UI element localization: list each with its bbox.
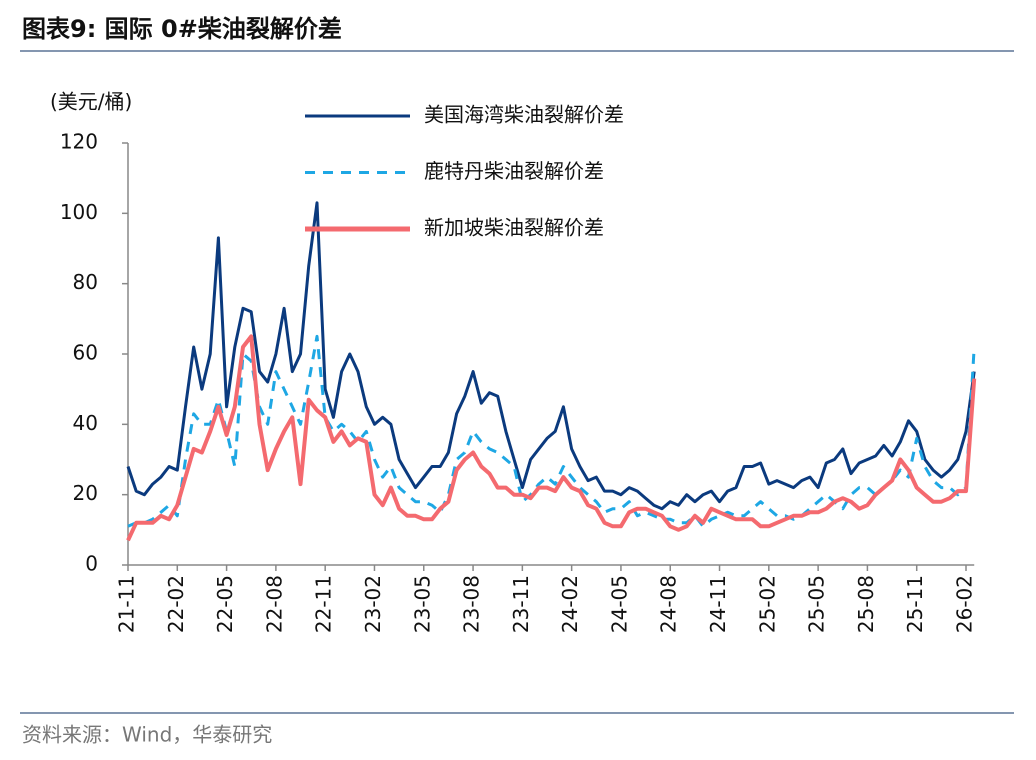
page-title: 图表9: 国际 0#柴油裂解价差	[22, 15, 342, 43]
legend-label: 新加坡柴油裂解价差	[424, 216, 604, 240]
x-tick-label: 25-08	[854, 575, 878, 633]
x-tick-label: 24-02	[558, 575, 582, 633]
y-tick-label: 120	[60, 130, 98, 154]
y-tick-label: 80	[73, 270, 98, 294]
y-tick-label: 60	[73, 341, 98, 365]
x-tick-label: 22-08	[262, 575, 286, 633]
x-tick-label: 23-05	[410, 575, 434, 633]
y-axis-label: (美元/桶)	[50, 90, 132, 114]
legend-label: 鹿特丹柴油裂解价差	[424, 159, 604, 183]
x-tick-label: 21-11	[115, 575, 139, 633]
x-tick-label: 22-05	[213, 575, 237, 633]
y-tick-label: 100	[60, 200, 98, 224]
series-line	[126, 201, 976, 511]
legend-label: 美国海湾柴油裂解价差	[424, 103, 624, 127]
y-tick-label: 0	[85, 552, 98, 576]
x-tick-label: 23-02	[361, 575, 385, 633]
y-tick-label: 40	[73, 411, 98, 435]
x-tick-label: 24-11	[706, 575, 730, 633]
x-tick-label: 25-05	[805, 575, 829, 633]
x-tick-label: 24-05	[607, 575, 631, 633]
x-tick-label: 23-11	[509, 575, 533, 633]
x-tick-label: 24-08	[657, 575, 681, 633]
x-tick-label: 25-02	[755, 575, 779, 633]
x-tick-label: 26-02	[953, 575, 977, 633]
x-tick-label: 23-08	[460, 575, 484, 633]
x-tick-label: 25-11	[903, 575, 927, 633]
source: 资料来源：Wind，华泰研究	[22, 723, 272, 747]
x-tick-label: 22-02	[164, 575, 188, 633]
series-line	[126, 334, 977, 542]
y-tick-label: 20	[73, 481, 98, 505]
x-tick-label: 22-11	[312, 575, 336, 633]
